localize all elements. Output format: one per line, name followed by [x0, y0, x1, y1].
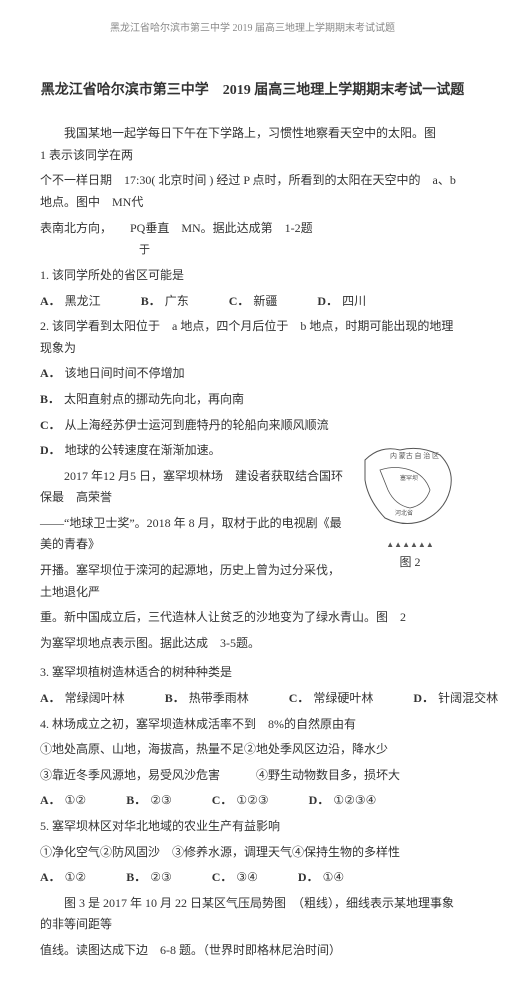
intro-line-3: 表南北方向， PQ垂直 MN。据此达成第 1-2题 于 [40, 218, 465, 261]
q3-opt-c: 常绿硬叶林 [313, 691, 373, 705]
q4-sub2: ③靠近冬季风源地，易受风沙危害 ④野生动物数目多，损坏大 [40, 765, 465, 787]
q5-opt-b: ②③ [150, 870, 172, 884]
q2-opt-c: C．从上海经苏伊士运河到鹿特丹的轮船向来顺风顺流 [40, 415, 465, 437]
exam-title: 黑龙江省哈尔滨市第三中学 2019 届高三地理上学期期末考试一试题 [40, 78, 465, 103]
mountain-symbols: ▲▲▲▲▲▲ [355, 538, 465, 552]
running-header: 黑龙江省哈尔滨市第三中学 2019 届高三地理上学期期末考试试题 [40, 20, 465, 38]
q4-options: A．①② B．②③ C．①②③ D．①②③④ [40, 790, 465, 812]
q3-opt-b: 热带季雨林 [189, 691, 249, 705]
q4-opt-c: ①②③ [236, 793, 268, 807]
svg-text:塞罕坝: 塞罕坝 [400, 474, 418, 482]
q4-opt-d: ①②③④ [333, 793, 376, 807]
question-3: 3. 塞罕坝植树造林适合的树种种类是 [40, 662, 465, 684]
passage3-l2: 值线。读图达成下边 6-8 题。（世界时即格林尼治时间） [40, 940, 465, 962]
q1-opt-c: 新疆 [253, 294, 277, 308]
intro-line-1: 我国某地一起学每日下午在下学路上，习惯性地察看天空中的太阳。图 1 表示该同学在… [40, 123, 465, 166]
intro-text-3a: 表南北方向， PQ垂直 MN。据此达成第 1-2题 [40, 221, 313, 235]
q5-options: A．①② B．②③ C．③④ D．①④ [40, 867, 465, 889]
svg-text:河北省: 河北省 [395, 509, 413, 517]
q4-opt-a: ①② [65, 793, 87, 807]
intro-line-2: 个不一样日期 17:30( 北京时间 ) 经过 P 点时，所看到的太阳在天空中的… [40, 170, 465, 213]
q2-opt-b: B．太阳直射点的挪动先向北，再向南 [40, 389, 465, 411]
q4-sub1: ①地处高原、山地，海拔高，热量不足②地处季风区边沿，降水少 [40, 739, 465, 761]
q4-opt-b: ②③ [150, 793, 172, 807]
q5-sub: ①净化空气②防风固沙 ③修养水源，调理天气④保持生物的多样性 [40, 842, 465, 864]
question-2: 2. 该同学看到太阳位于 a 地点，四个月后位于 b 地点，时期可能出现的地理现… [40, 316, 465, 359]
question-4: 4. 林场成立之初，塞罕坝造林成活率不到 8%的自然原由有 [40, 714, 465, 736]
q3-opt-d: 针阔混交林 [438, 691, 498, 705]
figure-2-caption: 图 2 [355, 552, 465, 574]
passage3-l1: 图 3 是 2017 年 10 月 22 日某区气压局势图 （粗线），细线表示某… [40, 893, 465, 936]
passage2-l4: 重。新中国成立后，三代造林人让贫乏的沙地变为了绿水青山。图 2 [40, 607, 465, 629]
q2-opt-a: A．该地日间时间不停增加 [40, 363, 465, 385]
q1-options: A．黑龙江 B．广东 C．新疆 D．四川 [40, 291, 465, 313]
intro-text-3b: 于 [139, 244, 150, 256]
figure-2: 内 蒙古 自 治 区 塞罕坝 河北省 ▲▲▲▲▲▲ 图 2 [355, 440, 465, 574]
passage2-l5: 为塞罕坝地点表示图。据此达成 3-5题。 [40, 633, 465, 655]
q5-opt-c: ③④ [236, 870, 258, 884]
q3-opt-a: 常绿阔叶林 [65, 691, 125, 705]
q1-opt-a: 黑龙江 [65, 294, 101, 308]
q1-opt-d: 四川 [342, 294, 366, 308]
q1-opt-b: 广东 [165, 294, 189, 308]
question-1: 1. 该同学所处的省区可能是 [40, 265, 465, 287]
q5-opt-a: ①② [65, 870, 87, 884]
q5-opt-d: ①④ [323, 870, 345, 884]
question-5: 5. 塞罕坝林区对华北地域的农业生产有益影响 [40, 816, 465, 838]
svg-text:内 蒙古 自 治 区: 内 蒙古 自 治 区 [390, 451, 439, 460]
q3-options: A．常绿阔叶林 B．热带季雨林 C．常绿硬叶林 D．针阔混交林 [40, 688, 465, 710]
map-icon: 内 蒙古 自 治 区 塞罕坝 河北省 [360, 440, 460, 530]
